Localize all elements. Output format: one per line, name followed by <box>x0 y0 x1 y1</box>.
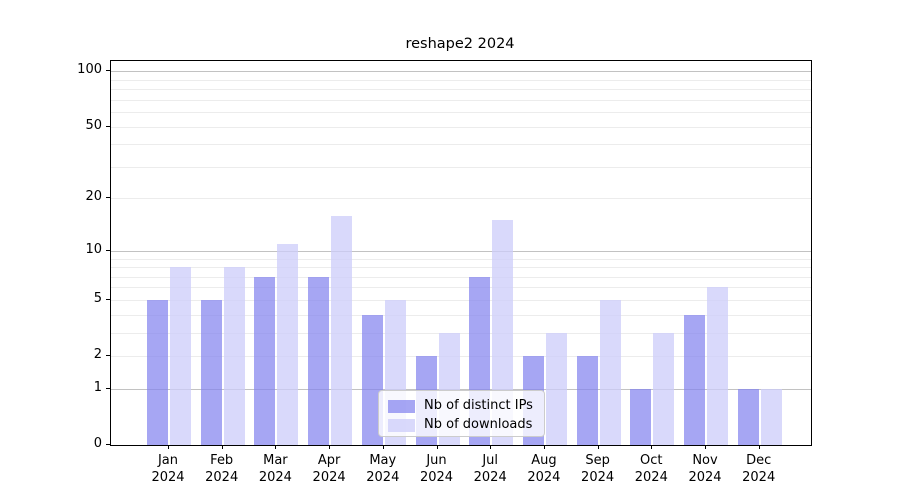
x-tick <box>597 445 599 449</box>
y-tick <box>106 355 110 356</box>
plot-area <box>110 60 812 446</box>
bar-nb-of-downloads-jan <box>170 267 191 445</box>
y-tick-label: 2 <box>93 347 102 362</box>
bar-nb-of-downloads-apr <box>331 215 353 445</box>
bar-nb-of-downloads-oct <box>653 332 675 445</box>
bar-nb-of-downloads-jul <box>492 220 514 445</box>
x-tick <box>705 445 706 449</box>
gridline <box>111 299 811 301</box>
gridline <box>111 79 811 81</box>
gridline <box>111 332 811 334</box>
x-tick <box>490 445 492 449</box>
y-tick <box>106 125 110 127</box>
x-tick-label-may: May 2024 <box>366 453 400 485</box>
gridline <box>111 198 811 200</box>
gridline <box>111 250 811 252</box>
legend-label-downloads: Nb of downloads <box>424 417 533 432</box>
y-tick <box>106 444 110 445</box>
bar-nb-of-downloads-mar <box>277 243 299 445</box>
x-tick-label-jul: Jul 2024 <box>473 453 507 485</box>
bar-nb-of-distinct-ips-dec <box>737 388 759 445</box>
y-tick <box>106 70 110 72</box>
chart-title: reshape2 2024 <box>405 36 515 52</box>
bar-nb-of-downloads-nov <box>707 287 728 445</box>
bar-nb-of-downloads-sep <box>599 299 621 445</box>
bar-nb-of-distinct-ips-may <box>361 314 383 445</box>
gridline <box>111 314 811 316</box>
x-tick <box>543 445 545 449</box>
legend-label-distinct-ips: Nb of distinct IPs <box>424 398 533 413</box>
y-tick <box>106 197 110 199</box>
bar-nb-of-distinct-ips-mar <box>254 276 276 445</box>
y-tick-label: 1 <box>93 379 102 395</box>
x-tick-label-jan: Jan 2024 <box>151 453 185 485</box>
y-tick <box>106 249 110 251</box>
y-tick <box>106 298 110 300</box>
gridline <box>111 99 811 101</box>
y-tick-label: 0 <box>93 436 102 451</box>
x-tick <box>329 445 331 449</box>
legend: Nb of distinct IPs Nb of downloads <box>378 390 545 437</box>
gridline <box>111 276 811 278</box>
x-tick <box>382 445 384 449</box>
x-tick-label-jun: Jun 2024 <box>419 453 454 485</box>
y-tick <box>106 387 110 389</box>
gridline <box>111 144 811 146</box>
y-tick-label: 10 <box>85 241 102 257</box>
gridline <box>111 258 811 260</box>
x-tick-label-oct: Oct 2024 <box>634 453 668 485</box>
bar-nb-of-distinct-ips-oct <box>630 388 652 445</box>
x-tick-label-mar: Mar 2024 <box>258 453 292 485</box>
x-tick <box>168 445 169 449</box>
gridline <box>111 287 811 289</box>
gridline <box>111 112 811 113</box>
legend-entry-downloads: Nb of downloads <box>388 417 544 433</box>
x-tick <box>651 445 653 449</box>
y-tick-label: 50 <box>85 117 102 133</box>
y-tick-label: 20 <box>85 189 102 205</box>
x-tick <box>758 445 760 449</box>
bar-nb-of-distinct-ips-nov <box>684 314 705 445</box>
bar-nb-of-distinct-ips-feb <box>200 299 222 445</box>
x-tick-label-sep: Sep 2024 <box>581 453 615 485</box>
bar-nb-of-downloads-aug <box>545 332 567 445</box>
gridline <box>111 126 811 128</box>
x-tick <box>436 445 438 449</box>
y-tick-label: 5 <box>93 290 102 306</box>
legend-swatch-distinct-ips-icon <box>388 399 415 413</box>
x-tick <box>221 445 223 449</box>
gridline <box>111 166 811 168</box>
bar-nb-of-downloads-feb <box>223 267 245 445</box>
gridline <box>111 71 811 73</box>
gridline <box>111 89 811 91</box>
legend-swatch-downloads-icon <box>388 418 415 432</box>
y-tick-label: 100 <box>77 62 102 78</box>
gridline <box>111 267 811 268</box>
bar-nb-of-distinct-ips-apr <box>308 276 330 445</box>
x-tick-label-apr: Apr 2024 <box>312 453 346 485</box>
x-tick-label-nov: Nov 2024 <box>688 453 722 485</box>
bar-nb-of-downloads-dec <box>760 388 782 445</box>
bar-nb-of-distinct-ips-jan <box>147 299 168 445</box>
gridline <box>111 388 811 390</box>
x-tick <box>275 445 277 449</box>
x-tick-label-dec: Dec 2024 <box>742 453 776 485</box>
legend-entry-distinct-ips: Nb of distinct IPs <box>388 398 544 414</box>
gridline <box>111 356 811 357</box>
x-tick-label-feb: Feb 2024 <box>205 453 239 485</box>
x-tick-label-aug: Aug 2024 <box>527 453 561 485</box>
bar-nb-of-distinct-ips-sep <box>576 356 598 445</box>
